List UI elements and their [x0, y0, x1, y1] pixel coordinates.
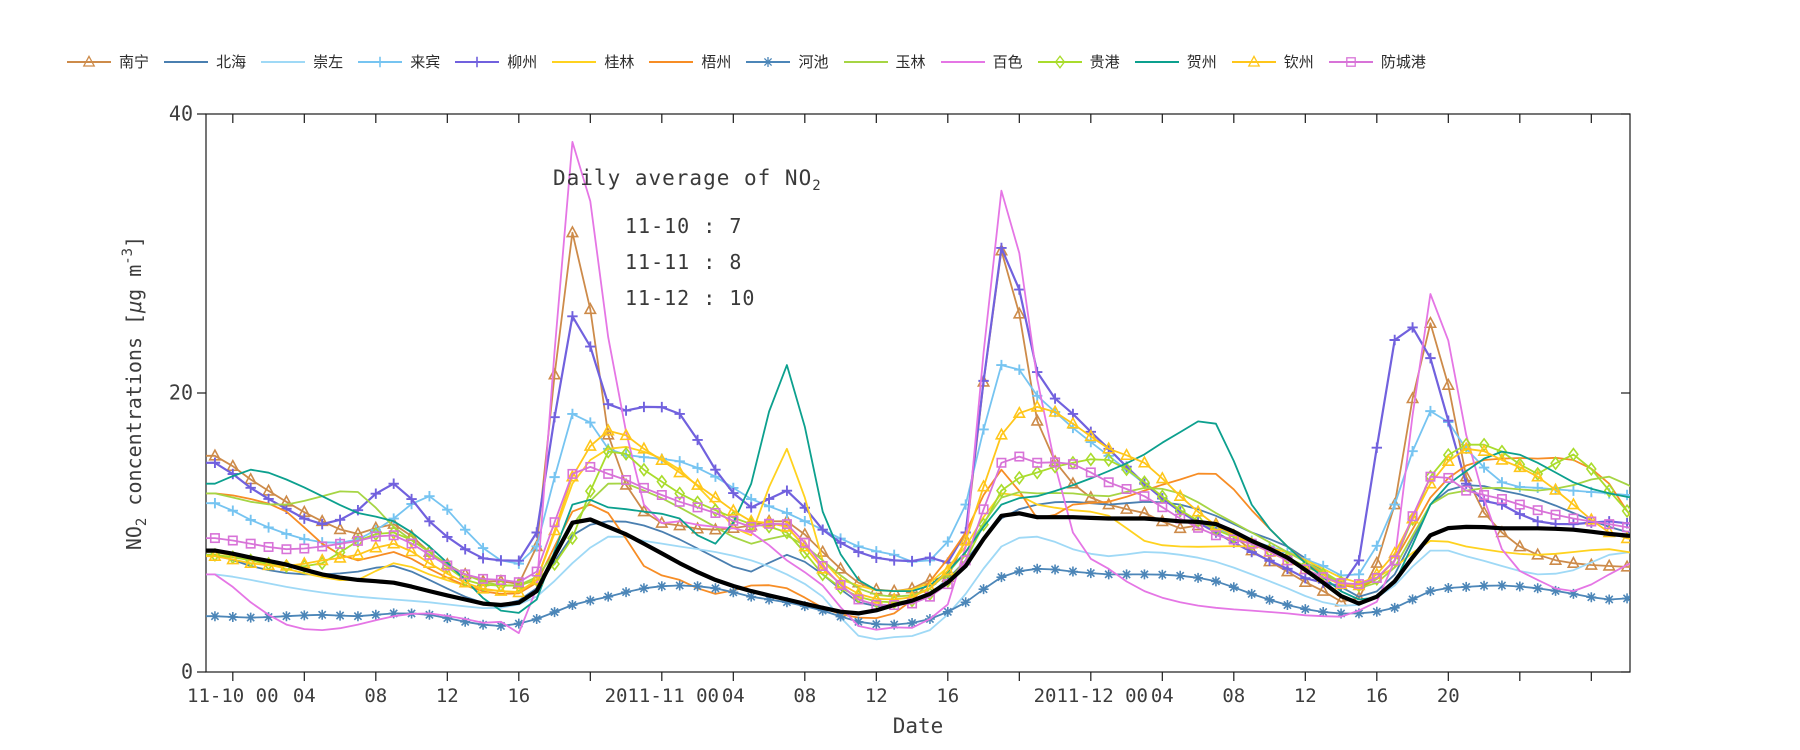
legend-diamond-icon	[1037, 55, 1082, 69]
x-tick-label: 12	[865, 685, 888, 707]
legend-line-swatch	[843, 61, 888, 63]
annotation-title-subscript: 2	[812, 178, 822, 195]
legend-label: 贺州	[1186, 52, 1217, 71]
series-line-百色	[206, 141, 1630, 634]
legend-item-钦州: 钦州	[1231, 54, 1314, 70]
legend-label: 北海	[216, 52, 247, 71]
legend-label: 柳州	[507, 52, 538, 71]
series-line-河池	[206, 567, 1630, 627]
x-tick-label: 04	[1151, 685, 1174, 707]
legend-label: 贵港	[1089, 52, 1120, 71]
x-tick-label: 20	[1437, 685, 1460, 707]
y-tick-label: 0	[181, 660, 193, 684]
series-layer	[206, 141, 1630, 641]
series-line-mean-all-cities	[206, 511, 1630, 616]
x-axis-label: Date	[893, 714, 944, 738]
legend-triangle-icon	[1231, 55, 1276, 67]
legend-label: 来宾	[410, 52, 441, 71]
legend-line-swatch	[261, 61, 306, 63]
legend-label: 梧州	[701, 52, 732, 71]
legend-line-swatch	[940, 61, 985, 63]
legend-item-柳州: 柳州	[454, 54, 537, 70]
legend-asterisk-icon	[746, 57, 791, 67]
legend-label: 河池	[798, 52, 829, 71]
x-tick-label: 2011-12 00	[1034, 685, 1148, 707]
y-tick-label: 40	[169, 102, 193, 126]
legend-item-玉林: 玉林	[843, 54, 926, 70]
legend-label: 百色	[992, 52, 1023, 71]
legend-plus-icon	[455, 56, 500, 68]
legend-line-swatch	[164, 61, 209, 63]
x-tick-label: 08	[1222, 685, 1245, 707]
annotation-values: 11-10 : 7 11-11 : 8 11-12 : 10	[625, 208, 822, 316]
legend-line-swatch	[1134, 61, 1179, 63]
legend-label: 崇左	[313, 52, 344, 71]
legend-item-梧州: 梧州	[648, 54, 731, 70]
legend-label: 防城港	[1380, 52, 1426, 71]
x-tick-label: 04	[722, 685, 745, 707]
series-line-梧州	[206, 456, 1630, 619]
daily-average-line: 11-11 : 8	[625, 250, 743, 275]
x-tick-label: 08	[793, 685, 816, 707]
x-tick-label: 08	[364, 685, 387, 707]
x-tick-label: 11-10 00	[187, 685, 279, 707]
legend-item-崇左: 崇左	[260, 54, 343, 70]
legend-item-河池: 河池	[745, 54, 828, 70]
series-line-柳州	[206, 246, 1630, 588]
legend-item-百色: 百色	[940, 54, 1023, 70]
series-line-防城港	[206, 455, 1630, 606]
series-markers-柳州	[209, 242, 1630, 592]
legend-item-贺州: 贺州	[1134, 54, 1217, 70]
legend-plus-icon	[358, 56, 403, 68]
x-tick-label: 12	[436, 685, 459, 707]
x-tick-label: 16	[507, 685, 530, 707]
daily-average-line: 11-12 : 10	[625, 286, 756, 311]
series-line-桂林	[206, 446, 1630, 593]
legend-item-来宾: 来宾	[357, 54, 440, 70]
legend-line-swatch	[552, 61, 597, 63]
series-line-贺州	[206, 364, 1630, 614]
legend-label: 桂林	[604, 52, 635, 71]
x-tick-label: 16	[1365, 685, 1388, 707]
legend-item-桂林: 桂林	[551, 54, 634, 70]
x-tick-label: 04	[293, 685, 316, 707]
legend-item-南宁: 南宁	[66, 54, 149, 70]
legend-label: 钦州	[1283, 52, 1314, 71]
x-tick-label: 2011-11 00	[605, 685, 719, 707]
daily-average-line: 11-10 : 7	[625, 214, 743, 239]
series-line-贵港	[206, 443, 1630, 604]
annotation-title-text: Daily average of NO	[553, 166, 813, 190]
series-line-来宾	[206, 364, 1630, 577]
x-tick-label: 16	[936, 685, 959, 707]
legend-line-swatch	[649, 61, 694, 63]
legend-label: 南宁	[119, 52, 150, 71]
legend-item-防城港: 防城港	[1328, 54, 1426, 70]
legend-label: 玉林	[895, 52, 926, 71]
legend-item-北海: 北海	[163, 54, 246, 70]
y-axis-label: NO2 concentrations [μg m-3]	[120, 236, 150, 550]
legend-item-贵港: 贵港	[1037, 54, 1120, 70]
annotation-title: Daily average of NO2	[553, 166, 822, 194]
legend-square-icon	[1328, 57, 1373, 67]
series-markers-河池	[209, 563, 1630, 631]
y-tick-label: 20	[169, 381, 193, 405]
series-line-崇左	[206, 535, 1630, 641]
x-tick-label: 12	[1294, 685, 1317, 707]
legend-triangle-icon	[67, 55, 111, 67]
chart-legend: 南宁 北海 崇左 来宾 柳州 桂林 梧州 河池 玉林 百色 贵港 贺州 钦州 防城港	[66, 52, 1426, 72]
